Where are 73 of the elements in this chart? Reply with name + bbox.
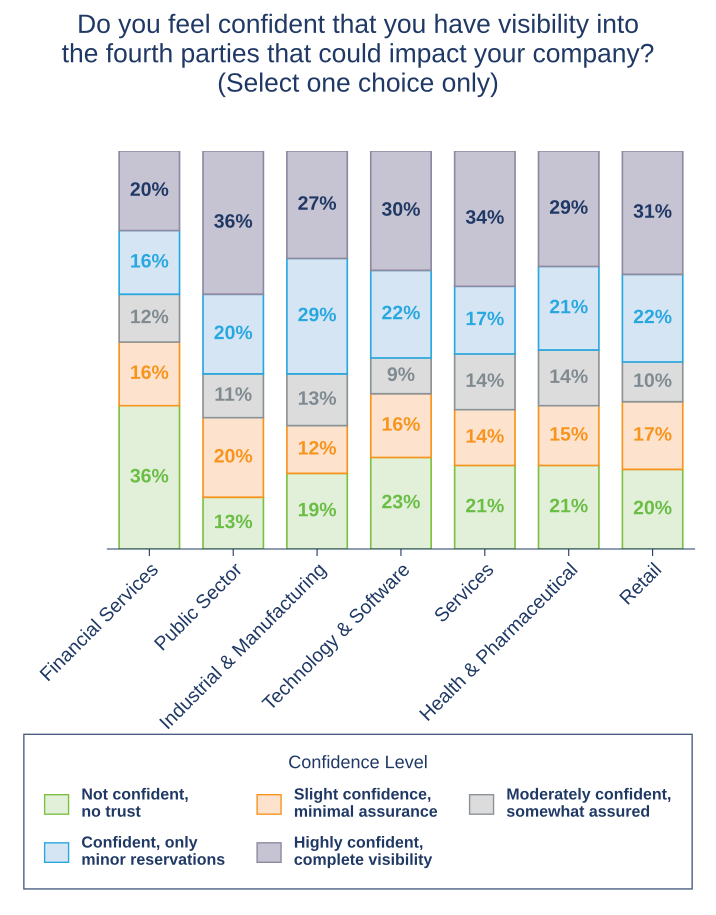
data-label: 21% <box>550 300 588 314</box>
bar <box>202 150 264 296</box>
data-label: 11% <box>216 387 252 401</box>
data-label: 20% <box>634 500 672 514</box>
bar <box>118 150 180 232</box>
bar <box>202 373 264 418</box>
data-label: 20% <box>214 448 252 463</box>
bar <box>202 416 264 498</box>
bar <box>622 274 684 363</box>
bar <box>454 408 516 466</box>
bar <box>538 349 600 407</box>
data-label: 21% <box>466 498 504 512</box>
data-label: 20% <box>130 182 168 196</box>
bar <box>118 341 180 407</box>
data-label: 13% <box>298 391 336 405</box>
data-label: 17% <box>634 427 672 441</box>
data-label: 17% <box>466 312 504 326</box>
data-label: 29% <box>550 200 588 214</box>
bar <box>538 404 600 466</box>
data-label: 14% <box>550 369 588 384</box>
data-label: 27% <box>298 196 336 210</box>
data-label: 16% <box>131 254 168 268</box>
bar <box>538 464 600 549</box>
bar <box>454 150 516 288</box>
bar <box>454 353 516 411</box>
bar <box>202 293 264 375</box>
bar <box>286 373 348 426</box>
data-label: 22% <box>634 310 672 324</box>
data-label: 14% <box>466 373 504 388</box>
legend-label: Not confident, no trust <box>82 788 188 817</box>
data-label: 15% <box>550 427 588 441</box>
bar <box>622 400 684 470</box>
data-label: 36% <box>130 468 168 483</box>
bar <box>454 285 516 355</box>
bar <box>538 266 600 351</box>
bar <box>370 392 432 458</box>
legend-label: Confident, only minor reservations <box>82 836 225 865</box>
data-label: 23% <box>382 494 420 508</box>
data-label: 21% <box>550 498 588 512</box>
data-label: 12% <box>131 310 168 324</box>
bar <box>538 150 600 268</box>
bar <box>118 293 180 343</box>
data-label: 14% <box>466 429 504 443</box>
bar <box>370 270 432 359</box>
bar <box>622 468 684 549</box>
bar <box>286 472 348 549</box>
legend-label: Moderately confident, somewhat assured <box>506 788 670 817</box>
bar <box>370 456 432 549</box>
legend-label: Slight confidence, minimal assurance <box>294 788 438 817</box>
legend-title: Confidence Level <box>289 755 427 768</box>
data-label: 29% <box>298 308 336 322</box>
data-label: 20% <box>214 326 252 340</box>
data-label: 9% <box>388 367 414 382</box>
data-label: 36% <box>214 214 252 228</box>
legend-label: Highly confident, complete visibility <box>294 836 432 868</box>
bar <box>118 404 180 549</box>
data-label: 30% <box>382 202 420 216</box>
bar <box>454 464 516 549</box>
data-label: 16% <box>382 417 420 431</box>
data-label: 34% <box>466 210 504 224</box>
data-label: 13% <box>214 514 252 528</box>
data-label: 10% <box>634 373 672 388</box>
data-label: 16% <box>131 365 168 380</box>
data-label: 22% <box>382 306 420 320</box>
data-label: 19% <box>298 502 336 516</box>
bar <box>286 258 348 375</box>
bar <box>118 230 180 296</box>
data-label: 31% <box>634 204 672 218</box>
bar <box>370 150 432 272</box>
data-label: 12% <box>298 440 336 455</box>
chart-title: Do you feel confident that you have visibility into the fourth parties that could impact your company? (Select one choice only) <box>62 14 654 98</box>
bar <box>286 150 348 260</box>
bar <box>622 150 684 276</box>
